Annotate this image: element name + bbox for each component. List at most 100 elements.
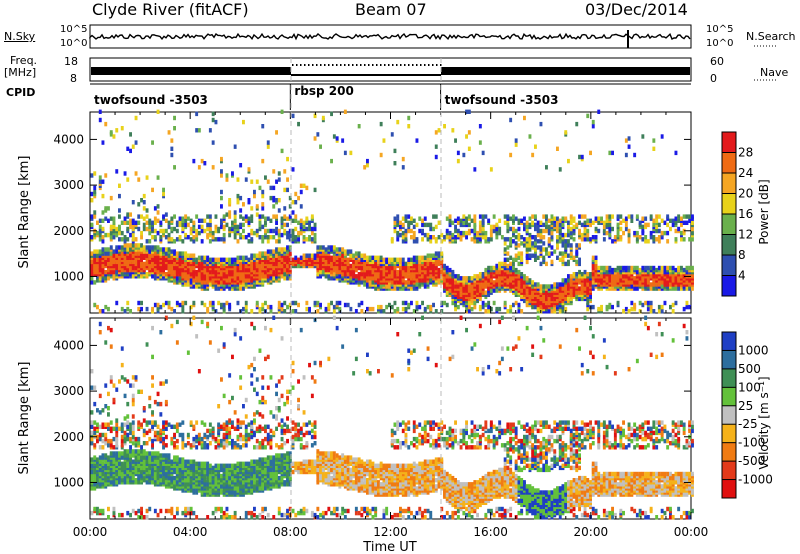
heatmap-cell bbox=[101, 471, 105, 477]
heatmap-cell bbox=[641, 265, 645, 271]
heatmap-cell bbox=[167, 220, 171, 225]
heatmap-cell bbox=[313, 136, 317, 141]
heatmap-cell bbox=[503, 247, 507, 252]
heatmap-cell bbox=[195, 111, 199, 117]
heatmap-cell bbox=[151, 235, 154, 240]
heatmap-cell bbox=[151, 220, 154, 225]
heatmap-cell bbox=[244, 267, 248, 273]
heatmap-cell bbox=[531, 220, 535, 225]
heatmap-cell bbox=[561, 216, 565, 221]
heatmap-cell bbox=[294, 300, 298, 306]
heatmap-cell bbox=[299, 255, 303, 260]
heatmap-cell bbox=[660, 284, 664, 289]
heatmap-cell bbox=[137, 214, 141, 219]
heatmap-cell bbox=[313, 232, 317, 238]
heatmap-cell bbox=[153, 216, 157, 221]
heatmap-cell bbox=[531, 214, 535, 219]
heatmap-cell bbox=[567, 239, 570, 244]
heatmap-cell bbox=[685, 304, 689, 310]
heatmap-cell bbox=[528, 288, 532, 293]
heatmap-cell bbox=[567, 232, 570, 238]
heatmap-cell bbox=[151, 467, 154, 473]
heatmap-cell bbox=[591, 119, 595, 125]
heatmap-cell bbox=[429, 235, 433, 240]
heatmap-cell bbox=[233, 228, 237, 234]
heatmap-cell bbox=[517, 243, 521, 248]
heatmap-cell bbox=[164, 315, 168, 320]
heatmap-cell bbox=[624, 265, 628, 271]
heatmap-cell bbox=[657, 235, 661, 240]
heatmap-cell bbox=[214, 119, 218, 125]
heatmap-cell bbox=[90, 457, 94, 462]
heatmap-cell bbox=[275, 198, 278, 203]
heatmap-cell bbox=[495, 263, 499, 269]
heatmap-cell bbox=[597, 216, 601, 221]
heatmap-cell bbox=[514, 300, 518, 306]
heatmap-cell bbox=[324, 247, 328, 252]
heatmap-cell bbox=[591, 280, 595, 285]
heatmap-cell bbox=[534, 296, 537, 302]
heatmap-cell bbox=[189, 265, 193, 271]
heatmap-cell bbox=[195, 128, 199, 133]
heatmap-cell bbox=[330, 158, 333, 164]
heatmap-cell bbox=[264, 228, 267, 234]
heatmap-cell bbox=[545, 247, 548, 252]
heatmap-cell bbox=[184, 218, 188, 223]
heatmap-cell bbox=[118, 230, 121, 236]
heatmap-cell bbox=[520, 272, 524, 277]
heatmap-cell bbox=[338, 274, 342, 279]
heatmap-cell bbox=[682, 237, 686, 242]
heatmap-cell bbox=[112, 249, 116, 254]
heatmap-cell bbox=[567, 158, 570, 164]
heatmap-cell bbox=[429, 226, 433, 232]
heatmap-cell bbox=[379, 272, 383, 277]
heatmap-cell bbox=[652, 146, 656, 151]
heatmap-cell bbox=[437, 251, 441, 256]
heatmap-cell bbox=[564, 253, 568, 258]
heatmap-cell bbox=[388, 257, 391, 262]
heatmap-cell bbox=[280, 232, 284, 238]
heatmap-cell bbox=[338, 300, 342, 306]
heatmap-cell bbox=[691, 226, 694, 232]
heatmap-cell bbox=[633, 286, 637, 291]
heatmap-cell bbox=[175, 300, 179, 306]
heatmap-cell bbox=[514, 267, 518, 273]
heatmap-cell bbox=[156, 391, 160, 397]
heatmap-cell bbox=[272, 235, 276, 240]
heatmap-cell bbox=[261, 224, 265, 230]
heatmap-cell bbox=[156, 401, 160, 407]
heatmap-cell bbox=[200, 261, 204, 267]
heatmap-cell bbox=[302, 224, 306, 230]
heatmap-cell bbox=[266, 140, 270, 145]
heatmap-cell bbox=[112, 451, 116, 456]
heatmap-cell bbox=[465, 216, 468, 221]
heatmap-cell bbox=[233, 224, 237, 230]
heatmap-cell bbox=[164, 453, 168, 458]
heatmap-cell bbox=[200, 218, 204, 223]
heatmap-cell bbox=[162, 445, 165, 450]
heatmap-cell bbox=[534, 214, 537, 219]
heatmap-cell bbox=[170, 506, 174, 512]
heatmap-cell bbox=[98, 424, 102, 429]
heatmap-cell bbox=[550, 251, 554, 256]
freq-tick-bottom: 8 bbox=[70, 72, 77, 85]
heatmap-cell bbox=[156, 302, 160, 308]
heatmap-cell bbox=[170, 146, 174, 151]
heatmap-cell bbox=[96, 253, 99, 258]
heatmap-cell bbox=[145, 239, 149, 244]
heatmap-cell bbox=[222, 257, 226, 262]
heatmap-cell bbox=[148, 420, 152, 425]
heatmap-cell bbox=[509, 152, 513, 158]
heatmap-cell bbox=[131, 393, 135, 399]
heatmap-cell bbox=[415, 237, 419, 242]
heatmap-cell bbox=[247, 216, 251, 221]
heatmap-cell bbox=[186, 282, 190, 287]
heatmap-cell bbox=[578, 243, 581, 248]
heatmap-cell bbox=[641, 224, 645, 230]
heatmap-cell bbox=[630, 284, 634, 289]
heatmap-cell bbox=[115, 245, 119, 250]
heatmap-cell bbox=[308, 226, 311, 232]
heatmap-cell bbox=[148, 218, 152, 223]
heatmap-cell bbox=[192, 220, 196, 225]
heatmap-cell bbox=[517, 269, 521, 275]
